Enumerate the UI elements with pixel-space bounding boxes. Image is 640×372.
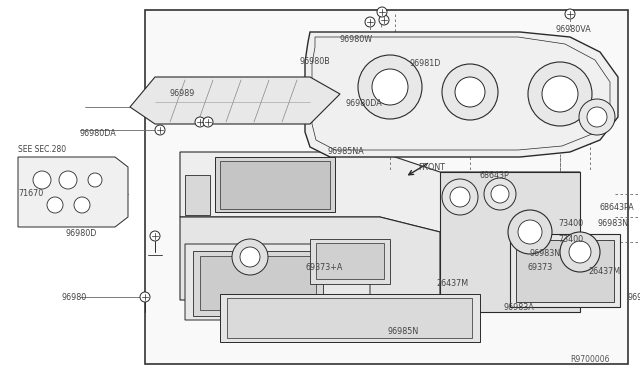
Text: 96985NA: 96985NA [328,148,365,157]
Text: 69373+A: 69373+A [305,263,342,272]
Bar [215,157,335,212]
Circle shape [442,64,498,120]
Circle shape [195,117,205,127]
Text: 96980W: 96980W [340,35,373,45]
Polygon shape [312,37,610,150]
Polygon shape [18,157,128,227]
Circle shape [232,239,268,275]
Circle shape [59,171,77,189]
Circle shape [455,77,485,107]
Text: 96980DA: 96980DA [80,129,116,138]
Text: 69373: 69373 [527,263,552,272]
Circle shape [450,187,470,207]
Polygon shape [130,77,340,124]
Text: 96983A: 96983A [503,302,534,311]
Text: 96980D: 96980D [65,230,97,238]
Circle shape [203,117,213,127]
Circle shape [508,210,552,254]
Text: 96985N: 96985N [388,327,419,337]
Polygon shape [510,234,620,307]
Text: FRONT: FRONT [418,163,445,171]
Polygon shape [180,217,440,312]
Text: 96983N: 96983N [530,250,561,259]
Text: 96980VA: 96980VA [555,25,591,33]
Bar [193,251,323,316]
Circle shape [358,55,422,119]
Polygon shape [185,244,370,320]
Circle shape [442,179,478,215]
Text: 68643PA: 68643PA [600,202,635,212]
Bar [220,161,330,209]
Circle shape [484,178,516,210]
Text: 73400: 73400 [558,219,583,228]
Circle shape [491,185,509,203]
Text: 73400: 73400 [558,235,583,244]
Text: SEE SEC.280: SEE SEC.280 [18,145,66,154]
Text: 96980DA: 96980DA [345,99,381,109]
Polygon shape [220,294,480,342]
Bar [310,239,390,284]
Circle shape [518,220,542,244]
Circle shape [377,7,387,17]
Text: 96985M: 96985M [628,292,640,301]
Polygon shape [440,172,580,312]
Circle shape [569,241,591,263]
Circle shape [365,17,375,27]
Text: 96980B: 96980B [300,58,330,67]
Text: 26437M: 26437M [436,279,468,289]
Bar [516,240,614,302]
Text: 96983N: 96983N [598,219,629,228]
Circle shape [542,76,578,112]
Circle shape [560,232,600,272]
Circle shape [88,173,102,187]
Circle shape [47,197,63,213]
Text: 71670: 71670 [18,189,44,199]
Text: 96980: 96980 [62,292,87,301]
Circle shape [565,9,575,19]
Text: 68643P: 68643P [480,170,509,180]
Circle shape [150,231,160,241]
Bar [185,175,210,215]
Bar [145,10,628,364]
Text: R9700006: R9700006 [570,356,609,365]
Polygon shape [305,32,618,157]
Circle shape [579,99,615,135]
Circle shape [587,107,607,127]
Circle shape [140,292,150,302]
Text: 26437M: 26437M [588,267,620,276]
Circle shape [528,62,592,126]
Bar [200,256,316,310]
Polygon shape [180,152,580,232]
Text: 96989: 96989 [170,90,195,99]
Circle shape [33,171,51,189]
Bar [316,243,384,279]
Text: 96981D: 96981D [410,60,442,68]
Circle shape [379,15,389,25]
Circle shape [240,247,260,267]
Circle shape [155,125,165,135]
Circle shape [372,69,408,105]
Circle shape [74,197,90,213]
Bar [227,298,472,338]
